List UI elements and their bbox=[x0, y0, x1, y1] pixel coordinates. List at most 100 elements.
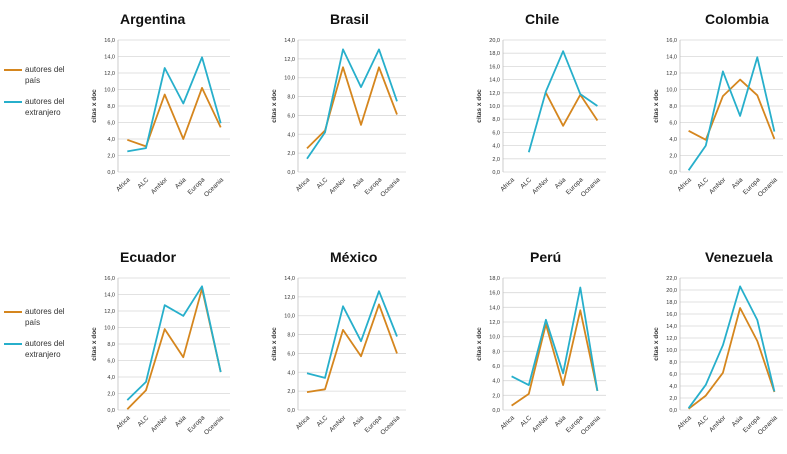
y-tick-label: 6,0 bbox=[669, 372, 677, 378]
y-tick-label: 2,0 bbox=[107, 154, 115, 160]
y-tick-label: 6,0 bbox=[287, 113, 295, 119]
y-tick-label: 4,0 bbox=[107, 137, 115, 143]
x-tick-label: Oceania bbox=[757, 414, 779, 436]
chart-title: Argentina bbox=[120, 11, 186, 27]
x-tick-label: Africa bbox=[295, 414, 312, 431]
x-tick-label: ALC bbox=[316, 176, 330, 190]
series-line bbox=[527, 50, 598, 153]
y-axis-label: citas x doc bbox=[271, 89, 278, 123]
legend-item-country: autores del país bbox=[4, 306, 77, 328]
chart-title: México bbox=[330, 249, 377, 265]
series-line bbox=[688, 78, 776, 141]
y-tick-label: 0,0 bbox=[107, 170, 115, 176]
y-tick-label: 0,0 bbox=[287, 408, 295, 414]
legend-row1: autores del país autores del extranjero bbox=[4, 64, 77, 128]
x-tick-label: ALC bbox=[137, 414, 151, 428]
y-tick-label: 4,0 bbox=[669, 137, 677, 143]
y-tick-label: 14,0 bbox=[284, 38, 295, 44]
x-tick-label: Africa bbox=[295, 176, 312, 193]
y-tick-label: 0,0 bbox=[492, 408, 500, 414]
series-line bbox=[126, 285, 222, 401]
y-tick-label: 2,0 bbox=[287, 151, 295, 157]
x-tick-label: Oceania bbox=[580, 414, 602, 436]
y-tick-label: 4,0 bbox=[669, 384, 677, 390]
x-tick-label: Oceania bbox=[580, 176, 602, 198]
x-tick-label: AmNor bbox=[708, 414, 728, 434]
y-tick-label: 16,0 bbox=[666, 38, 677, 44]
x-tick-label: Africa bbox=[115, 414, 132, 431]
series-line bbox=[306, 66, 398, 150]
chart-panel: Perú 0,0 2,0 4,0 6,0 8,0 10,0 12,0 14,0 16,0 18,0 c… bbox=[476, 249, 606, 437]
y-tick-label: 8,0 bbox=[669, 104, 677, 110]
y-tick-label: 16,0 bbox=[104, 276, 115, 282]
y-tick-label: 10,0 bbox=[284, 314, 295, 320]
chart-panel: Brasil 0,0 2,0 4,0 6,0 8,0 10,0 12,0 14,0 citas x… bbox=[271, 11, 406, 199]
y-tick-label: 18,0 bbox=[666, 300, 677, 306]
x-tick-label: ALC bbox=[316, 414, 330, 428]
y-tick-label: 4,0 bbox=[287, 132, 295, 138]
x-tick-label: Africa bbox=[676, 414, 693, 431]
x-tick-label: Africa bbox=[115, 176, 132, 193]
series-line bbox=[127, 56, 222, 153]
y-axis-label: citas x doc bbox=[271, 327, 278, 361]
x-tick-label: ALC bbox=[696, 176, 710, 190]
y-tick-label: 10,0 bbox=[104, 326, 115, 332]
x-tick-label: AmNor bbox=[531, 414, 551, 434]
chart-title: Chile bbox=[525, 11, 559, 27]
y-tick-label: 12,0 bbox=[666, 336, 677, 342]
y-tick-label: 2,0 bbox=[492, 157, 500, 163]
x-tick-label: Oceania bbox=[203, 414, 225, 436]
y-tick-label: 14,0 bbox=[666, 55, 677, 61]
chart-title: Colombia bbox=[705, 11, 769, 27]
x-tick-label: Asia bbox=[731, 414, 745, 428]
y-tick-label: 2,0 bbox=[669, 154, 677, 160]
series-line bbox=[687, 56, 776, 171]
y-tick-label: 22,0 bbox=[666, 276, 677, 282]
x-tick-label: Asia bbox=[352, 176, 366, 190]
y-tick-label: 12,0 bbox=[489, 91, 500, 97]
y-tick-label: 10,0 bbox=[666, 348, 677, 354]
x-tick-label: Oceania bbox=[757, 176, 779, 198]
x-tick-label: Asia bbox=[731, 176, 745, 190]
y-tick-label: 8,0 bbox=[669, 360, 677, 366]
y-tick-label: 0,0 bbox=[492, 170, 500, 176]
y-tick-label: 14,0 bbox=[104, 55, 115, 61]
x-tick-label: Asia bbox=[554, 176, 568, 190]
x-tick-label: ALC bbox=[519, 414, 533, 428]
y-tick-label: 0,0 bbox=[107, 408, 115, 414]
x-tick-label: AmNor bbox=[328, 414, 348, 434]
legend-item-foreign: autores del extranjero bbox=[4, 338, 77, 360]
x-tick-label: AmNor bbox=[708, 176, 728, 196]
series-line bbox=[688, 307, 776, 410]
y-tick-label: 10,0 bbox=[666, 88, 677, 94]
y-tick-label: 6,0 bbox=[107, 359, 115, 365]
y-axis-label: citas x doc bbox=[91, 327, 98, 361]
y-tick-label: 8,0 bbox=[492, 117, 500, 123]
series-line bbox=[306, 290, 398, 379]
y-tick-label: 8,0 bbox=[492, 349, 500, 355]
chart-panel: México 0,0 2,0 4,0 6,0 8,0 10,0 12,0 14,0 citas x… bbox=[271, 249, 406, 437]
y-tick-label: 10,0 bbox=[284, 76, 295, 82]
y-tick-label: 8,0 bbox=[107, 342, 115, 348]
legend-label-country: autores del país bbox=[25, 307, 65, 327]
y-tick-label: 10,0 bbox=[489, 335, 500, 341]
chart-title: Venezuela bbox=[705, 249, 773, 265]
x-tick-label: Africa bbox=[676, 176, 693, 193]
y-tick-label: 16,0 bbox=[666, 312, 677, 318]
x-tick-label: AmNor bbox=[150, 176, 170, 196]
legend-label-foreign: autores del extranjero bbox=[25, 97, 65, 117]
y-tick-label: 14,0 bbox=[666, 324, 677, 330]
y-axis-label: citas x doc bbox=[653, 327, 660, 361]
legend-label-foreign: autores del extranjero bbox=[25, 339, 65, 359]
x-tick-label: AmNor bbox=[150, 414, 170, 434]
legend-swatch-country bbox=[4, 69, 22, 71]
y-tick-label: 2,0 bbox=[492, 393, 500, 399]
y-tick-label: 2,0 bbox=[107, 392, 115, 398]
y-tick-label: 16,0 bbox=[489, 291, 500, 297]
y-tick-label: 14,0 bbox=[284, 276, 295, 282]
x-tick-label: Africa bbox=[499, 176, 516, 193]
y-tick-label: 12,0 bbox=[284, 57, 295, 63]
y-tick-label: 0,0 bbox=[287, 170, 295, 176]
series-line bbox=[545, 92, 599, 127]
